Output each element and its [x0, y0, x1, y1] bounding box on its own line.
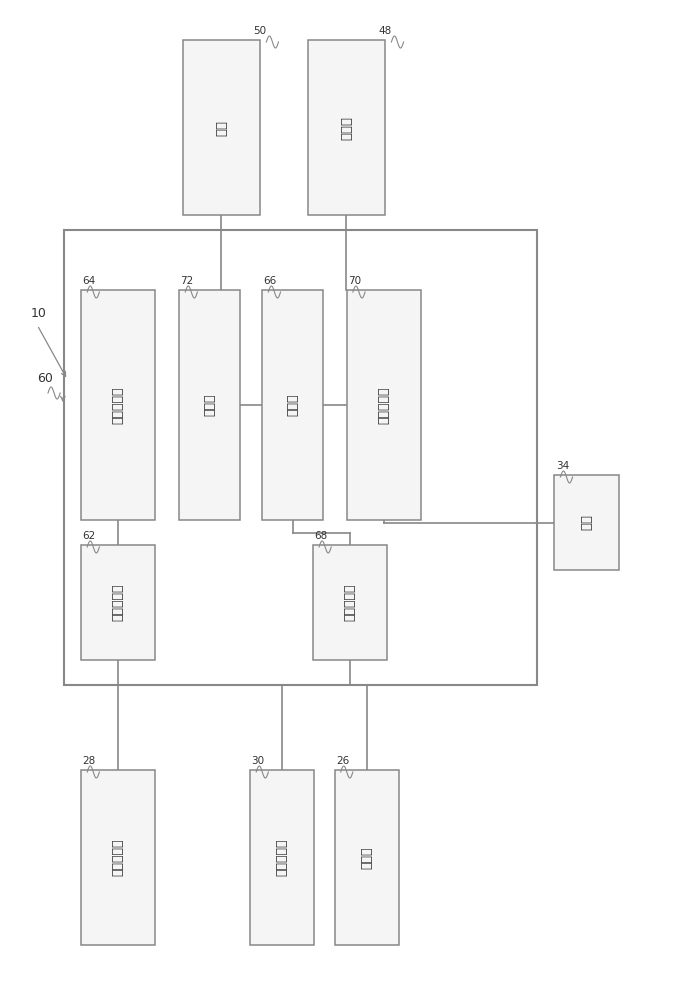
Text: 72: 72	[180, 276, 194, 286]
Text: 马达: 马达	[215, 119, 228, 135]
Text: 变速操作部: 变速操作部	[276, 839, 289, 876]
Text: 控制部: 控制部	[286, 394, 299, 416]
Text: 禁止设定部: 禁止设定部	[377, 386, 391, 424]
Bar	[183, 40, 260, 215]
Text: 人力运算部: 人力运算部	[112, 584, 125, 621]
Text: 存储部: 存储部	[203, 394, 216, 416]
Bar	[81, 290, 155, 520]
Bar	[347, 290, 421, 520]
Text: 30: 30	[251, 756, 264, 766]
Bar	[81, 545, 155, 660]
Text: 34: 34	[556, 461, 569, 471]
Text: 62: 62	[82, 531, 96, 541]
Text: 致动器: 致动器	[340, 115, 353, 139]
Text: 70: 70	[348, 276, 361, 286]
Bar	[554, 475, 619, 570]
Text: 64: 64	[82, 276, 96, 286]
Bar	[313, 545, 387, 660]
Text: 26: 26	[336, 756, 349, 766]
Bar	[81, 770, 155, 945]
Text: 28: 28	[82, 756, 96, 766]
Bar	[179, 290, 240, 520]
Bar	[308, 40, 385, 215]
Text: 速度运算部: 速度运算部	[343, 584, 357, 621]
Text: 48: 48	[379, 26, 392, 36]
Bar	[250, 770, 314, 945]
Text: 50: 50	[254, 26, 266, 36]
Bar	[64, 230, 537, 685]
Text: 助力控制部: 助力控制部	[112, 386, 125, 424]
Text: 发电机: 发电机	[360, 846, 373, 869]
Text: 转矩传感器: 转矩传感器	[112, 839, 125, 876]
Text: 66: 66	[264, 276, 277, 286]
Bar	[262, 290, 323, 520]
Text: 10: 10	[30, 307, 46, 320]
Text: 68: 68	[314, 531, 328, 541]
Bar	[335, 770, 399, 945]
Text: 60: 60	[37, 372, 53, 385]
Text: 电池: 电池	[580, 514, 593, 530]
